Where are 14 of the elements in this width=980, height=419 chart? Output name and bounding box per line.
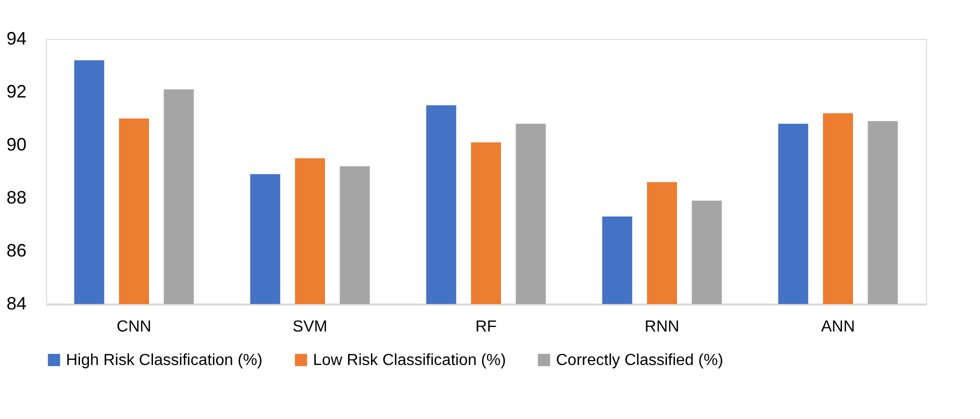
x-tick-label: CNN	[116, 318, 152, 336]
y-tick-label: 90	[6, 134, 26, 154]
y-tick-label: 92	[6, 82, 26, 102]
y-tick-label: 94	[6, 28, 26, 48]
x-tick-label: RNN	[644, 318, 680, 336]
x-tick-label: SVM	[292, 318, 328, 336]
x-tick-label: RF	[475, 318, 497, 336]
x-tick-label: ANN	[821, 318, 855, 336]
y-tick-label: 86	[6, 240, 26, 260]
y-tick-label: 88	[6, 188, 26, 208]
legend-label: Correctly Classified (%)	[556, 352, 724, 369]
legend-label: Low Risk Classification (%)	[313, 352, 506, 369]
y-tick-label: 84	[6, 294, 26, 314]
legend-label: High Risk Classification (%)	[66, 352, 262, 369]
